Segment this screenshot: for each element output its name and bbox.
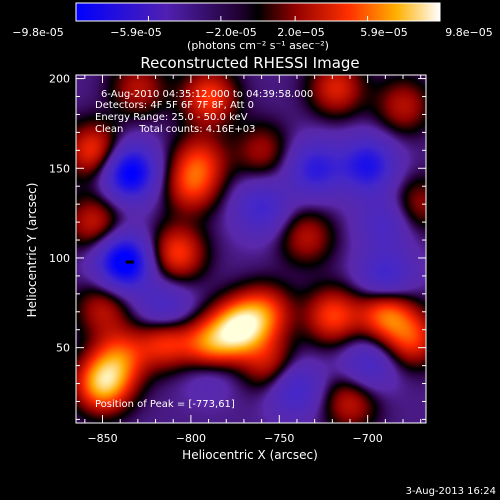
colorbar-tick-label: 5.9e−05 xyxy=(360,26,407,39)
x-tick-label: −700 xyxy=(353,432,383,445)
y-tick-label: 50 xyxy=(56,342,70,355)
plot-frame xyxy=(75,74,427,424)
annotation-clean-counts: Clean Total counts: 4.16E+03 xyxy=(95,124,255,135)
y-axis-label: Heliocentric Y (arcsec) xyxy=(25,183,39,318)
x-tick-label: −850 xyxy=(87,432,117,445)
colorbar-tick-label: 2.0e−05 xyxy=(277,26,324,39)
x-axis-ticks: −850 −800 −750 −700 xyxy=(84,75,422,445)
annotation-peak-position: Position of Peak = [-773,61] xyxy=(95,399,235,410)
annotation-detectors: Detectors: 4F 5F 6F 7F 8F, Att 0 xyxy=(95,100,254,111)
annotation-energy-range: Energy Range: 25.0 - 50.0 keV xyxy=(95,112,248,123)
colorbar-tick-label: 9.8e−05 xyxy=(445,26,492,39)
peak-marker xyxy=(125,260,134,264)
colorbar-tick-label: −5.9e-05 xyxy=(110,26,161,39)
footer-date: 3-Aug-2013 16:24 xyxy=(406,486,496,497)
y-axis-ticks: 50 100 150 200 xyxy=(49,73,426,420)
y-tick-label: 150 xyxy=(49,162,70,175)
x-axis-label: Heliocentric X (arcsec) xyxy=(182,448,318,462)
annotation-time-range: 6-Aug-2010 04:35:12.000 to 04:39:58.000 xyxy=(101,89,313,100)
colorbar-tick-label: −9.8e-05 xyxy=(12,26,63,39)
x-tick-label: −800 xyxy=(176,432,206,445)
colorbar xyxy=(75,2,441,22)
y-tick-label: 200 xyxy=(49,73,70,86)
heatmap-image xyxy=(76,75,426,423)
plot-area xyxy=(75,74,427,424)
colorbar-ticks: −9.8e-05 −5.9e-05 −2.0e-05 2.0e−05 5.9e−05 9.… xyxy=(12,16,493,39)
x-tick-label: −750 xyxy=(264,432,294,445)
y-tick-label: 100 xyxy=(49,252,70,265)
chart-title: Reconstructed RHESSI Image xyxy=(140,54,359,72)
colorbar-tick-label: −2.0e-05 xyxy=(205,26,256,39)
colorbar-units-label: (photons cm⁻² s⁻¹ asec⁻²) xyxy=(187,39,329,52)
